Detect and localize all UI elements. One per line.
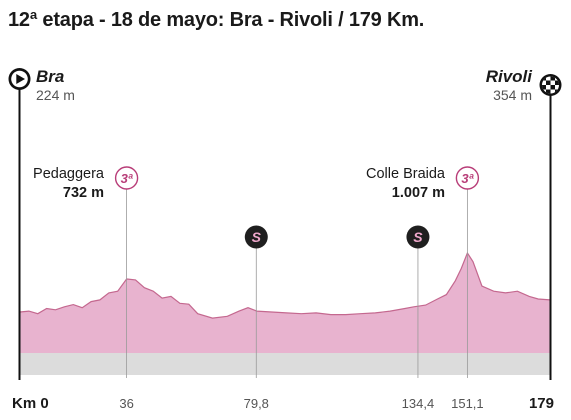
climb-altitude-colle-braida: 1.007 m — [392, 185, 445, 201]
climb-name-pedaggera: Pedaggera — [33, 166, 105, 182]
elevation-profile-area — [20, 253, 550, 353]
play-circle-icon — [8, 68, 31, 90]
stage-title: 12ª etapa - 18 de mayo: Bra - Rivoli / 1… — [8, 9, 425, 31]
km-tick-label: 79,8 — [244, 396, 269, 411]
climb-category-badge-pedaggera: 3ª — [114, 166, 139, 190]
profile-base-band — [20, 353, 550, 375]
sprint-s-icon: S — [244, 225, 268, 249]
start-altitude: 224 m — [36, 87, 75, 103]
svg-text:S: S — [413, 229, 423, 245]
svg-text:3ª: 3ª — [121, 171, 134, 186]
km-tick-label: 179 — [529, 395, 554, 412]
climb-name-colle-braida: Colle Braida — [366, 166, 446, 182]
km-tick-label: 151,1 — [451, 396, 484, 411]
km-tick-label: 134,4 — [402, 396, 435, 411]
climb-altitude-pedaggera: 732 m — [63, 185, 104, 201]
finish-town-name: Rivoli — [486, 67, 534, 86]
start-town-name: Bra — [36, 67, 64, 86]
km-tick-label: Km 0 — [12, 395, 49, 412]
svg-text:S: S — [252, 229, 262, 245]
svg-text:3ª: 3ª — [461, 171, 474, 186]
elevation-profile-line — [19, 251, 551, 319]
checkered-flag-icon — [539, 74, 562, 96]
sprint-s-icon: S — [406, 225, 430, 249]
finish-altitude: 354 m — [493, 87, 532, 103]
km-tick-label: 36 — [119, 396, 133, 411]
climb-category-badge-colle-braida: 3ª — [455, 166, 480, 190]
